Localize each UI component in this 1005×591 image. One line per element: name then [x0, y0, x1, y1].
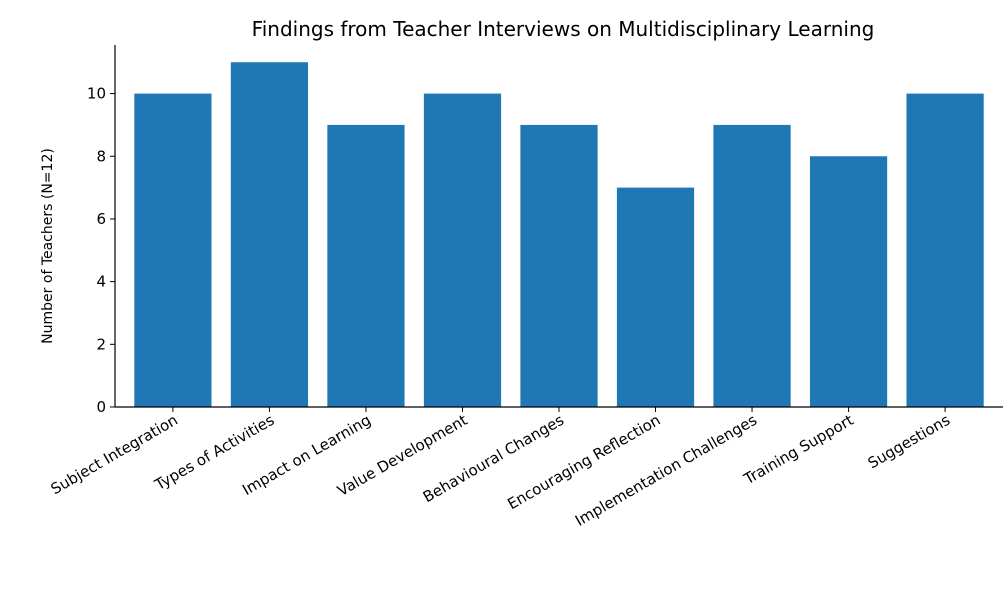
y-tick-label-4: 8 [96, 147, 106, 165]
bar-5 [616, 187, 695, 407]
y-ticks-group: 0 2 4 6 8 10 [87, 85, 115, 416]
bar-8 [906, 93, 984, 407]
x-tick-label-5: Encouraging Reflection [504, 411, 663, 513]
y-tick-label-3: 6 [96, 210, 106, 228]
bar-6 [713, 124, 791, 408]
bar-3 [423, 93, 502, 407]
bar-4 [520, 124, 598, 408]
bar-0 [134, 93, 212, 407]
y-tick-label-0: 0 [96, 398, 106, 416]
bar-1 [230, 62, 309, 408]
x-tick-label-8: Suggestions [865, 411, 954, 473]
bar-2 [327, 124, 405, 408]
bar-7 [809, 156, 888, 407]
chart-title: Findings from Teacher Interviews on Mult… [252, 17, 875, 41]
x-tick-label-6: Implementation Challenges [572, 411, 760, 530]
y-axis-label: Number of Teachers (N=12) [40, 148, 56, 344]
bars-group [134, 62, 984, 408]
y-tick-label-1: 2 [96, 335, 106, 353]
y-tick-label-5: 10 [87, 85, 106, 103]
y-tick-label-2: 4 [96, 273, 106, 291]
